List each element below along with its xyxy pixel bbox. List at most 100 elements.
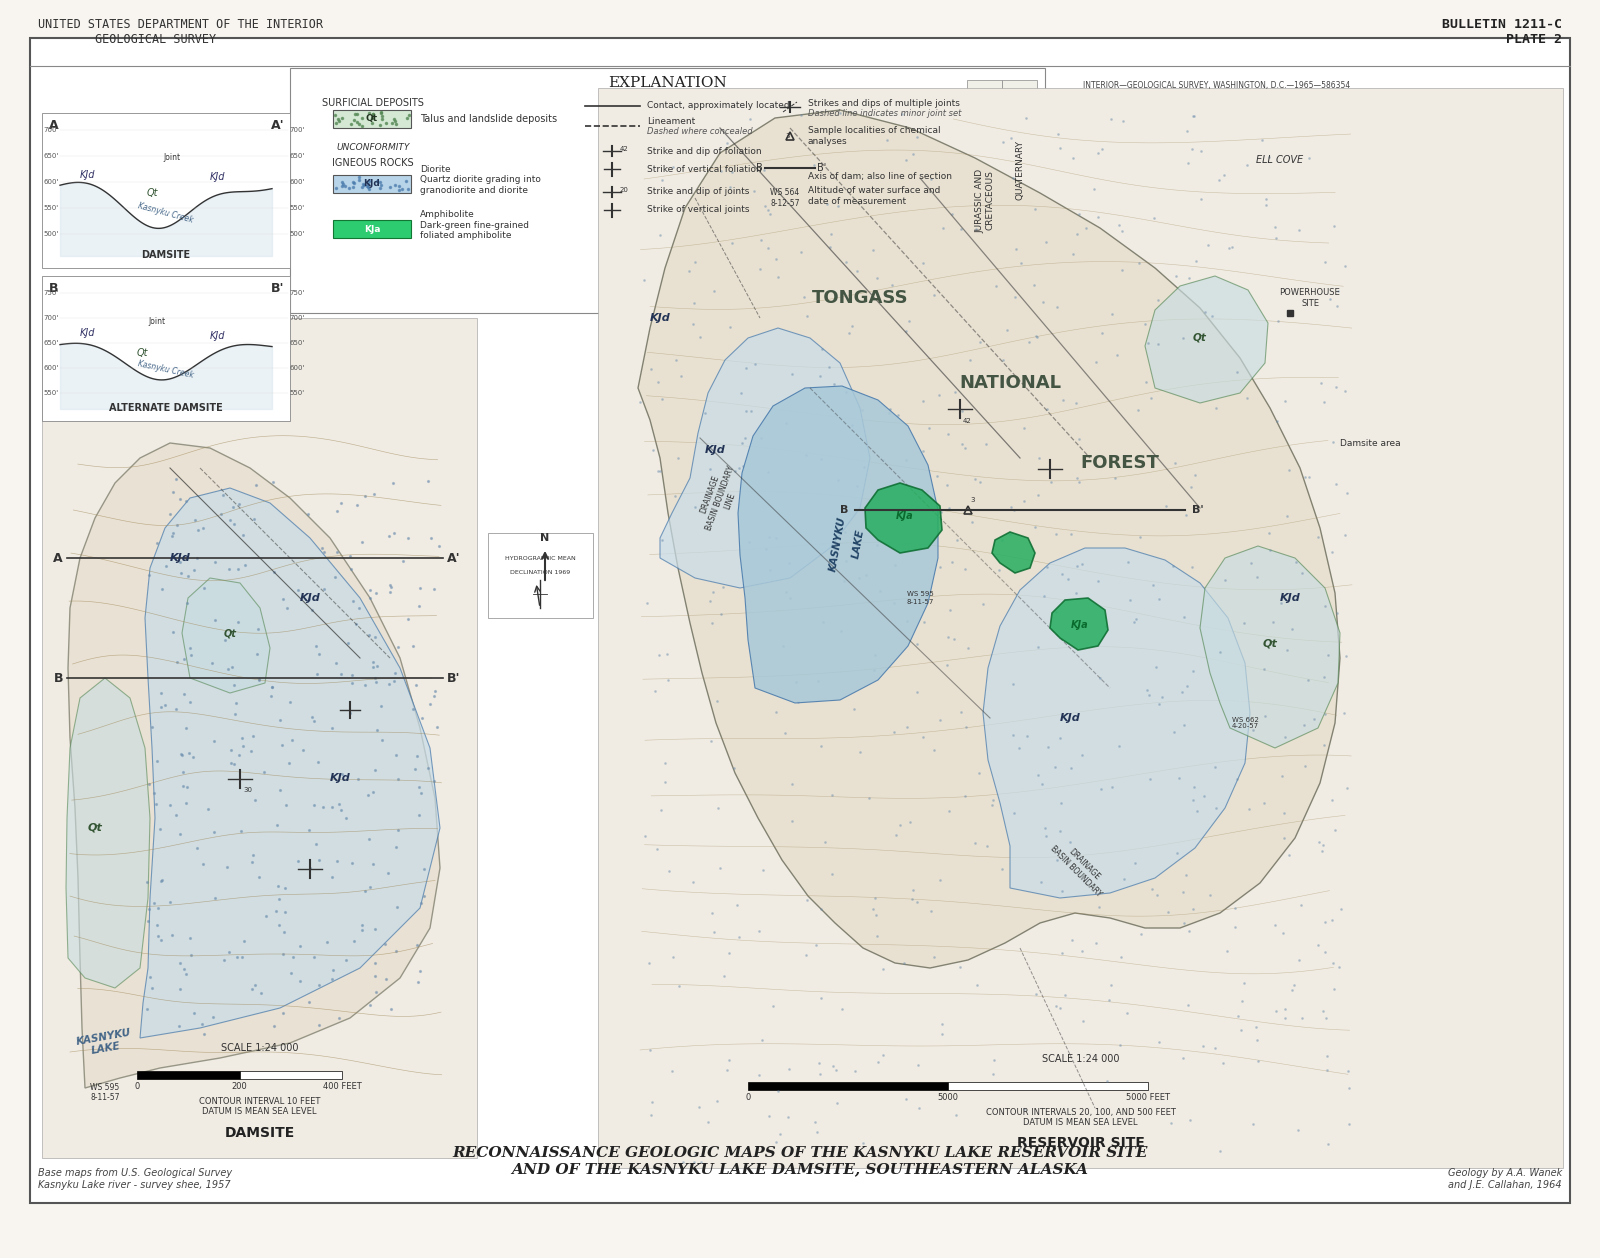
Text: 30: 30	[243, 788, 253, 793]
Text: 650': 650'	[43, 153, 59, 159]
Text: ELL COVE: ELL COVE	[1256, 155, 1304, 165]
Polygon shape	[982, 548, 1250, 898]
Text: DRAINAGE
BASIN BOUNDARY: DRAINAGE BASIN BOUNDARY	[1050, 837, 1110, 899]
Text: UNITED STATES DEPARTMENT OF THE INTERIOR
        GEOLOGICAL SURVEY: UNITED STATES DEPARTMENT OF THE INTERIOR…	[38, 18, 323, 47]
Text: 500': 500'	[290, 231, 304, 237]
Polygon shape	[67, 443, 440, 1088]
Text: KJd: KJd	[170, 554, 190, 564]
Text: KJd: KJd	[330, 772, 350, 782]
Text: SURFICIAL DEPOSITS: SURFICIAL DEPOSITS	[322, 98, 424, 108]
Polygon shape	[866, 483, 942, 554]
Bar	[598, 88, 1563, 1167]
Text: POWERHOUSE
SITE: POWERHOUSE SITE	[1280, 288, 1341, 308]
Text: Qt: Qt	[224, 628, 237, 638]
Text: KJa: KJa	[363, 224, 381, 234]
Text: A: A	[53, 551, 62, 565]
Text: HYDROGRAPHIC MEAN: HYDROGRAPHIC MEAN	[504, 556, 576, 561]
Text: 5000 FEET: 5000 FEET	[1126, 1093, 1170, 1102]
Text: 650': 650'	[43, 340, 59, 346]
Text: DAMSITE: DAMSITE	[141, 250, 190, 260]
Text: 750': 750'	[43, 291, 59, 296]
Text: 3: 3	[786, 133, 789, 138]
Text: KJd: KJd	[210, 331, 224, 341]
Text: Qt: Qt	[88, 823, 102, 833]
Text: 42: 42	[963, 418, 971, 424]
Text: Kasnyku Creek: Kasnyku Creek	[138, 359, 195, 380]
Text: B': B'	[818, 164, 826, 174]
Bar	[947, 1082, 1149, 1089]
Text: 0: 0	[746, 1093, 750, 1102]
Text: ALTERNATE DAMSITE: ALTERNATE DAMSITE	[109, 403, 222, 413]
Text: UNCONFORMITY: UNCONFORMITY	[336, 143, 410, 152]
Text: 650': 650'	[290, 153, 304, 159]
Bar	[749, 1082, 947, 1089]
Text: 3: 3	[970, 497, 974, 503]
Bar	[290, 68, 1045, 313]
Polygon shape	[66, 678, 150, 988]
Text: KJd: KJd	[299, 593, 320, 603]
Text: 200: 200	[232, 1082, 248, 1091]
Text: Joint: Joint	[149, 317, 165, 326]
Text: Qt: Qt	[136, 348, 147, 359]
Text: LAKE: LAKE	[851, 528, 866, 560]
Text: KASNYKU
LAKE: KASNYKU LAKE	[75, 1028, 134, 1058]
Text: 5000: 5000	[938, 1093, 958, 1102]
Bar	[1002, 81, 1037, 304]
Text: SCALE 1:24 000: SCALE 1:24 000	[221, 1043, 298, 1053]
Bar	[333, 220, 411, 238]
Text: RECONNAISSANCE GEOLOGIC MAPS OF THE KASNYKU LAKE RESERVOIR SITE
AND OF THE KASNY: RECONNAISSANCE GEOLOGIC MAPS OF THE KASN…	[453, 1146, 1147, 1176]
Polygon shape	[1146, 276, 1267, 403]
Text: B: B	[53, 672, 62, 684]
Text: B: B	[50, 282, 59, 294]
Text: Talus and landslide deposits: Talus and landslide deposits	[419, 114, 557, 125]
Text: KJa: KJa	[896, 511, 914, 521]
Text: KJd: KJd	[1280, 593, 1301, 603]
Text: 600': 600'	[290, 179, 304, 185]
Text: Base maps from U.S. Geological Survey
Kasnyku Lake river - survey shee, 1957: Base maps from U.S. Geological Survey Ka…	[38, 1169, 232, 1190]
Polygon shape	[638, 109, 1341, 967]
Text: Amphibolite
Dark-green fine-grained
foliated amphibolite: Amphibolite Dark-green fine-grained foli…	[419, 210, 530, 240]
Text: DRAINAGE
BASIN BOUNDARY
LINE: DRAINAGE BASIN BOUNDARY LINE	[694, 460, 746, 535]
Polygon shape	[1200, 546, 1341, 749]
Text: Strike and dip of foliation: Strike and dip of foliation	[646, 146, 762, 156]
Text: Geology by A.A. Wanek
and J.E. Callahan, 1964: Geology by A.A. Wanek and J.E. Callahan,…	[1448, 1169, 1562, 1190]
Text: 550': 550'	[43, 390, 59, 396]
Text: 700': 700'	[290, 314, 304, 321]
Text: IGNEOUS ROCKS: IGNEOUS ROCKS	[333, 159, 414, 169]
Text: A': A'	[446, 551, 461, 565]
Text: Altitude of water surface and
date of measurement: Altitude of water surface and date of me…	[808, 186, 941, 206]
Polygon shape	[1050, 598, 1107, 650]
Text: KJd: KJd	[704, 445, 725, 455]
Text: KASNYKU: KASNYKU	[829, 516, 848, 572]
Text: 600': 600'	[43, 179, 59, 185]
Text: RESERVOIR SITE: RESERVOIR SITE	[1016, 1136, 1144, 1150]
Text: EXPLANATION: EXPLANATION	[608, 75, 726, 91]
Text: B': B'	[272, 282, 285, 294]
Bar	[42, 113, 290, 268]
Text: B': B'	[1192, 504, 1203, 515]
Polygon shape	[182, 577, 270, 693]
Text: Strike and dip of joints: Strike and dip of joints	[646, 187, 749, 196]
Text: B: B	[840, 504, 848, 515]
Text: 750': 750'	[290, 291, 304, 296]
Bar	[42, 276, 290, 421]
Text: WS 595
8-11-57: WS 595 8-11-57	[90, 1083, 120, 1102]
Text: 20: 20	[621, 187, 629, 192]
Text: Axis of dam; also line of section: Axis of dam; also line of section	[808, 171, 952, 180]
Text: BULLETIN 1211-C
        PLATE 2: BULLETIN 1211-C PLATE 2	[1442, 18, 1562, 47]
Text: 550': 550'	[43, 205, 59, 211]
Text: CONTOUR INTERVALS 20, 100, AND 500 FEET
DATUM IS MEAN SEA LEVEL: CONTOUR INTERVALS 20, 100, AND 500 FEET …	[986, 1108, 1176, 1127]
Text: Diorite
Quartz diorite grading into
granodiorite and diorite: Diorite Quartz diorite grading into gran…	[419, 165, 541, 195]
Text: KJd: KJd	[363, 180, 381, 189]
Text: 42: 42	[621, 146, 629, 152]
Polygon shape	[992, 532, 1035, 572]
Text: Contact, approximately located: Contact, approximately located	[646, 102, 790, 111]
Bar	[138, 1071, 240, 1079]
Text: WS 564
8-12-57: WS 564 8-12-57	[770, 189, 800, 208]
Text: Joint: Joint	[163, 153, 181, 162]
Text: KJd: KJd	[650, 313, 670, 323]
Text: A: A	[50, 120, 59, 132]
Text: JURASSIC AND
CRETACEOUS: JURASSIC AND CRETACEOUS	[976, 169, 995, 233]
Text: QUATERNARY: QUATERNARY	[1016, 141, 1024, 200]
Text: Qt: Qt	[1194, 333, 1206, 343]
